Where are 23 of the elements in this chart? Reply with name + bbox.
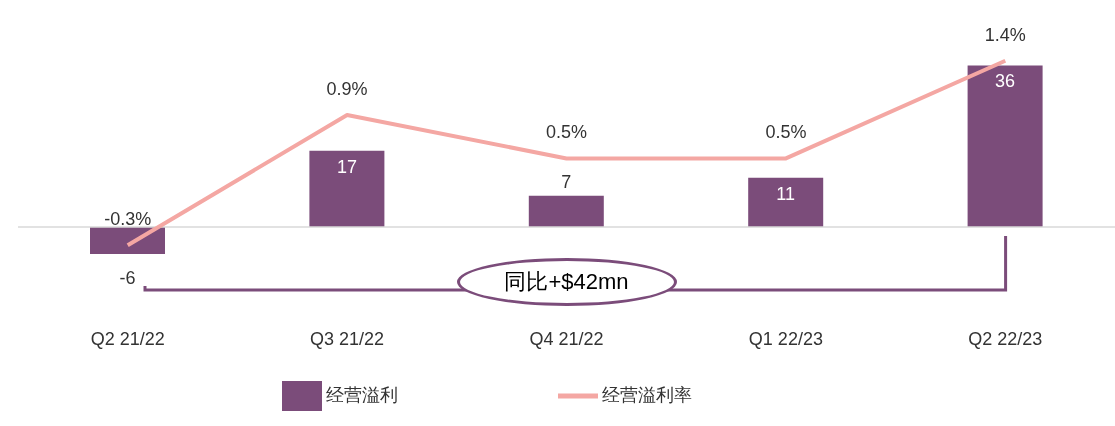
- x-tick-label: Q4 21/22: [529, 328, 604, 349]
- bar: [967, 65, 1043, 228]
- data-label: 17: [336, 156, 357, 177]
- data-label: 7: [561, 171, 572, 192]
- data-label: 0.9%: [326, 79, 368, 100]
- data-label: 0.5%: [545, 122, 588, 143]
- data-label: 0.5%: [765, 122, 807, 143]
- legend-label: 经营溢利率: [601, 384, 692, 405]
- x-tick-label: Q2 21/22: [90, 328, 165, 349]
- bar: [309, 150, 385, 228]
- bar: [748, 177, 824, 228]
- data-label: 11: [776, 183, 796, 204]
- x-tick-label: Q2 22/23: [968, 328, 1043, 349]
- bar: [90, 227, 165, 255]
- data-label: 1.4%: [984, 24, 1026, 45]
- data-label: -6: [119, 268, 136, 289]
- x-tick-label: Q3 21/22: [310, 328, 385, 349]
- x-tick-label: Q1 22/23: [748, 328, 823, 349]
- bar: [528, 195, 604, 228]
- legend-label: 经营溢利: [325, 384, 398, 405]
- data-label: 36: [995, 71, 1016, 92]
- data-label: -0.3%: [104, 209, 152, 230]
- text: 同比+$42mn: [456, 258, 677, 306]
